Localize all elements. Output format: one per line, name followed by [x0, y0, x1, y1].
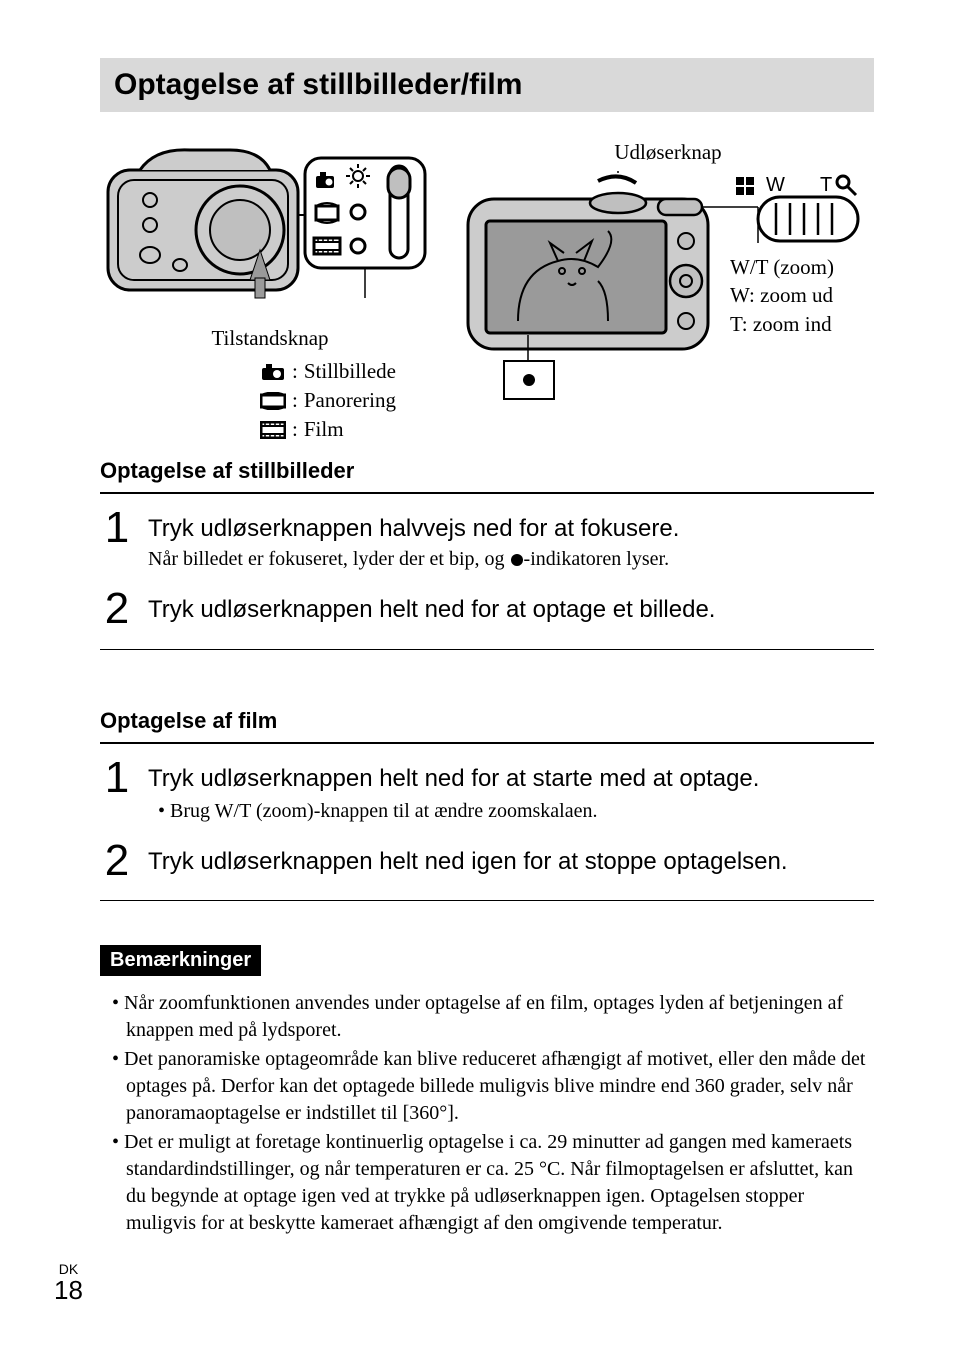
mode-pano-text: Panorering: [304, 388, 396, 413]
step-sub-pre: Når billedet er fokuseret, lyder der et …: [148, 548, 510, 570]
focus-dot-icon: [510, 548, 524, 570]
zoom-block: W/T (zoom) W: zoom ud T: zoom ind: [718, 253, 878, 338]
zoom-t-letter: T: [820, 174, 832, 196]
step-body: Tryk udløserknappen helt ned igen for at…: [148, 841, 874, 877]
page-title: Optagelse af stillbilleder/film: [114, 68, 860, 102]
still-section-heading: Optagelse af stillbilleder: [100, 458, 874, 484]
step-number: 2: [100, 841, 134, 881]
mode-switch-label: Tilstandsknap: [100, 326, 440, 351]
mode-item-pano: : Panorering: [260, 388, 396, 413]
panorama-icon: [260, 392, 286, 410]
page-number: 18: [54, 1277, 83, 1303]
step-number: 2: [100, 589, 134, 629]
rule: [100, 900, 874, 901]
still-step-2: 2 Tryk udløserknappen helt ned for at op…: [100, 581, 874, 639]
camera-front-illustration: [100, 140, 440, 320]
step-body: Tryk udløserknappen helt ned for at star…: [148, 758, 874, 823]
notes-item: Det panoramiske optageområde kan blive r…: [106, 1046, 874, 1127]
film-icon: [260, 421, 286, 439]
mode-pano-prefix: :: [292, 388, 298, 413]
rule: [100, 492, 874, 494]
notes-item: Det er muligt at foretage kontinuerlig o…: [106, 1129, 874, 1237]
mode-list: : Stillbillede : Panorering : Film: [100, 359, 440, 442]
zoom-w-letter: W: [766, 174, 785, 196]
movie-section-heading: Optagelse af film: [100, 708, 874, 734]
notes-list: Når zoomfunktionen anvendes under optage…: [100, 990, 874, 1237]
shutter-label: Udløserknap: [458, 140, 878, 165]
document-page: Optagelse af stillbilleder/film: [0, 0, 954, 1345]
step-number: 1: [100, 758, 134, 798]
page-number-block: DK 18: [54, 1261, 83, 1303]
step-sub-text: Når billedet er fokuseret, lyder der et …: [148, 548, 874, 571]
mode-movie-prefix: :: [292, 417, 298, 442]
zoom-w-desc: W: zoom ud: [730, 281, 878, 309]
diagram-row: Tilstandsknap : Stillbillede : Panorerin…: [100, 140, 874, 442]
notes-heading: Bemærkninger: [100, 945, 261, 976]
movie-step-2: 2 Tryk udløserknappen helt ned igen for …: [100, 833, 874, 891]
diagram-left: Tilstandsknap : Stillbillede : Panorerin…: [100, 140, 440, 442]
rule: [100, 742, 874, 744]
step-main-text: Tryk udløserknappen helt ned for at star…: [148, 764, 874, 794]
mode-still-text: Stillbillede: [304, 359, 396, 384]
step-sub-post: -indikatoren lyser.: [524, 548, 670, 570]
step-number: 1: [100, 508, 134, 548]
zoom-t-desc: T: zoom ind: [730, 310, 878, 338]
step-body: Tryk udløserknappen halvvejs ned for at …: [148, 508, 874, 571]
title-bar: Optagelse af stillbilleder/film: [100, 58, 874, 112]
mode-item-still: : Stillbillede: [260, 359, 396, 384]
step-body: Tryk udløserknappen helt ned for at opta…: [148, 589, 874, 625]
mode-still-prefix: :: [292, 359, 298, 384]
step-main-text: Tryk udløserknappen halvvejs ned for at …: [148, 514, 874, 544]
notes-item: Når zoomfunktionen anvendes under optage…: [106, 990, 874, 1044]
camera-icon: [260, 363, 286, 381]
mode-item-movie: : Film: [260, 417, 344, 442]
step-main-text: Tryk udløserknappen helt ned for at opta…: [148, 595, 874, 625]
diagram-right: Udløserknap: [458, 140, 878, 428]
zoom-wt-label: W/T (zoom): [730, 253, 878, 281]
rule: [100, 649, 874, 650]
step-bullet-list: Brug W/T (zoom)-knappen til at ændre zoo…: [148, 800, 874, 823]
movie-step-1: 1 Tryk udløserknappen helt ned for at st…: [100, 750, 874, 833]
step-main-text: Tryk udløserknappen helt ned igen for at…: [148, 847, 874, 877]
step-bullet: Brug W/T (zoom)-knappen til at ændre zoo…: [152, 800, 874, 823]
mode-movie-text: Film: [304, 417, 344, 442]
still-step-1: 1 Tryk udløserknappen halvvejs ned for a…: [100, 500, 874, 581]
